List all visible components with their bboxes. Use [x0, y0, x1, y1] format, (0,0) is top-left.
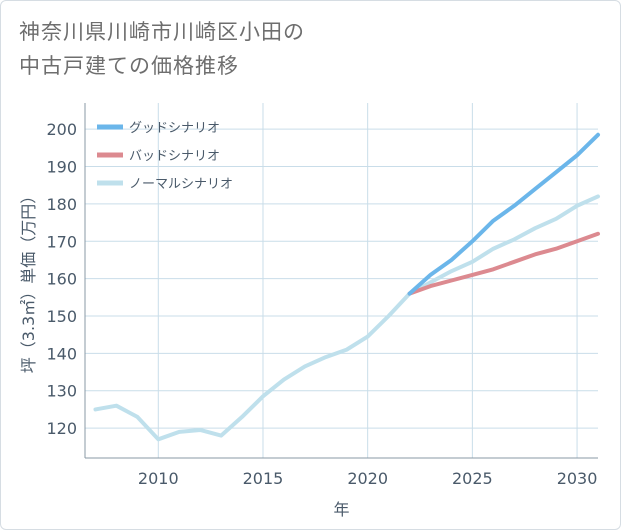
y-tick-label: 140 [46, 344, 77, 363]
x-tick-label: 2020 [347, 469, 388, 488]
y-axis-label: 坪（3.3㎡）単価（万円） [19, 188, 38, 373]
legend-label: バッドシナリオ [129, 149, 220, 164]
x-tick-label: 2030 [557, 469, 598, 488]
y-tick-label: 180 [46, 195, 77, 214]
series-line-1 [407, 231, 600, 296]
y-tick-label: 190 [46, 158, 77, 177]
x-tick-label: 2025 [452, 469, 493, 488]
legend-label: グッドシナリオ [129, 121, 220, 136]
title-line-2: 中古戸建ての価格推移 [19, 54, 239, 78]
y-tick-label: 130 [46, 382, 77, 401]
y-tick-label: 160 [46, 270, 77, 289]
x-tick-label: 2015 [243, 469, 284, 488]
title-line-1: 神奈川県川崎市川崎区小田の [19, 20, 305, 44]
y-tick-label: 200 [46, 120, 77, 139]
x-tick-label: 2010 [138, 469, 179, 488]
series-line-0 [407, 132, 600, 296]
plot-area [85, 103, 598, 458]
y-tick-label: 170 [46, 232, 77, 251]
legend-label: ノーマルシナリオ [129, 177, 233, 192]
y-tick-label: 120 [46, 419, 77, 438]
y-tick-label: 150 [46, 307, 77, 326]
x-axis-label: 年 [333, 500, 349, 519]
series-line-2 [93, 194, 600, 442]
chart-title: 神奈川県川崎市川崎区小田の 中古戸建ての価格推移 [19, 15, 419, 83]
